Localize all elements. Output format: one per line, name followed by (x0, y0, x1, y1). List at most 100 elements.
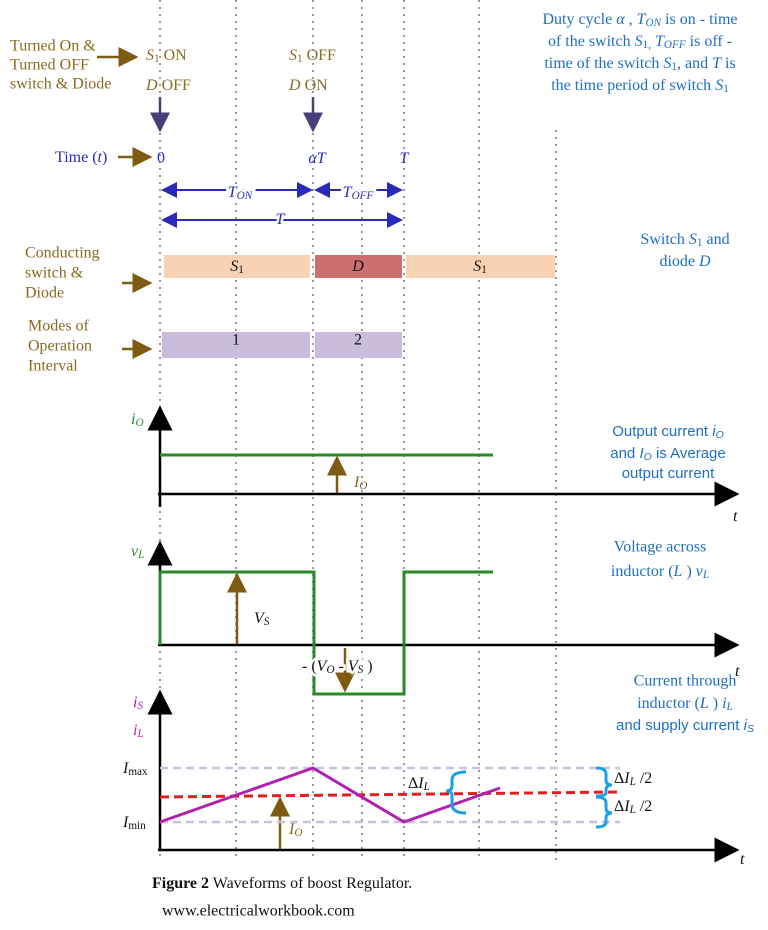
label-turned1: Turned On & (10, 38, 96, 55)
conduction-bars (162, 255, 555, 358)
text-run: O (359, 480, 367, 492)
label-il-axis: iL (133, 722, 144, 740)
text-run: D (288, 77, 301, 94)
label-t-end: T (400, 150, 410, 167)
label-imax: Imax (122, 760, 148, 778)
label-t3: t (740, 851, 745, 868)
text-run: diode (659, 253, 699, 270)
text-run: ) (709, 695, 722, 712)
text-run: Figure 2 (152, 875, 209, 892)
bar (164, 255, 310, 278)
label-vs: VS (254, 610, 270, 628)
text-run: S (230, 258, 238, 275)
text-run: Switch (640, 231, 688, 248)
text-run: is Average (652, 445, 726, 462)
text-run: 1 (481, 264, 487, 276)
text-run: is on - time (661, 11, 737, 28)
text-run: /2 (636, 798, 652, 815)
label-t0: 0 (157, 150, 165, 167)
text-run: inductor ( (611, 563, 674, 580)
text-run: Duty cycle (542, 11, 616, 28)
text-run: T (276, 211, 286, 228)
text-run: S (473, 258, 481, 275)
text-run: L (702, 569, 709, 581)
text-run: S (747, 723, 754, 735)
text-run: ) (102, 149, 107, 166)
text-run: T (712, 55, 722, 72)
waveforms (158, 453, 621, 829)
text-run: Time ( (55, 149, 98, 166)
text-run: max (128, 766, 148, 778)
label-is-axis: iS (133, 694, 143, 712)
text-run: O (716, 429, 724, 441)
text-run: ON (160, 47, 188, 64)
text-run: I (623, 770, 630, 787)
text-run: Waveforms of boost Regulator. (209, 875, 412, 892)
label-modes3: Interval (28, 358, 78, 375)
text-run: T (343, 184, 353, 201)
text-run: O (135, 417, 143, 429)
label-io-axis: iO (131, 411, 144, 429)
text-run: OFF (158, 77, 191, 94)
text-run: t (735, 663, 740, 680)
text-run: S (358, 664, 364, 676)
text-run: S (289, 47, 297, 64)
label-mode1: 1 (232, 332, 240, 349)
text-run: i (133, 722, 137, 739)
label-half1: ΔIL /2 (614, 770, 652, 788)
label-time: Time (t) (55, 149, 107, 166)
label-mode2: 2 (354, 332, 362, 349)
label-caption: Figure 2 Waveforms of boost Regulator. (152, 875, 412, 892)
text-run: S (689, 231, 697, 248)
label-t2: t (735, 663, 740, 680)
text-run: OFF (352, 190, 374, 202)
label-turned2: Turned OFF (10, 57, 89, 74)
bar (406, 255, 555, 278)
text-run: L (423, 781, 430, 793)
label-cond1: Conducting (25, 245, 100, 262)
label-toff: TOFF (343, 184, 374, 202)
text-run: i (712, 423, 716, 440)
text-run: is off - (686, 33, 732, 50)
text-run: S (663, 55, 671, 72)
text-run: OFF (664, 39, 686, 51)
label-s1on: S1 ON (146, 47, 187, 65)
text-run: D (351, 258, 364, 275)
label-modes1: Modes of (28, 318, 90, 335)
text-run: t (98, 149, 103, 166)
text-run: i (744, 717, 748, 734)
text-run: t (740, 851, 745, 868)
text-run: T (655, 33, 665, 50)
text-run: 1 (697, 237, 703, 249)
label-imin: Imin (122, 814, 146, 832)
text-run: I (122, 814, 129, 831)
text-run: 1, (643, 39, 652, 51)
text-run: L (699, 695, 709, 712)
text-run: ) (363, 658, 372, 675)
text-run: and (610, 445, 639, 462)
label-bar2: D (351, 258, 364, 275)
text-run: - (335, 658, 348, 675)
text-run: I (639, 445, 643, 462)
text-run: L (673, 563, 683, 580)
label-volt2: inductor (L ) vL (611, 563, 709, 581)
label-switch2: diode D (659, 253, 711, 270)
label-vl-axis: vL (131, 543, 144, 561)
label-volt1: Voltage across (614, 539, 707, 556)
label-alpha-t: αT (308, 150, 326, 167)
text-run: i (131, 411, 135, 428)
label-cur2: inductor (L ) iL (637, 695, 733, 713)
text-run: is (721, 55, 736, 72)
label-out2: and IO is Average (610, 445, 726, 463)
text-run: Δ (614, 770, 624, 787)
label-duty1: Duty cycle α , TON is on - time (542, 11, 737, 29)
text-run: I (417, 775, 424, 792)
label-doff: D OFF (145, 77, 191, 94)
text-run: S (137, 700, 143, 712)
brace (595, 766, 613, 798)
label-neg: - (VO - VS ) (302, 658, 373, 676)
text-run: O (644, 451, 652, 463)
text-run: /2 (636, 770, 652, 787)
text-run: 1 (238, 264, 244, 276)
